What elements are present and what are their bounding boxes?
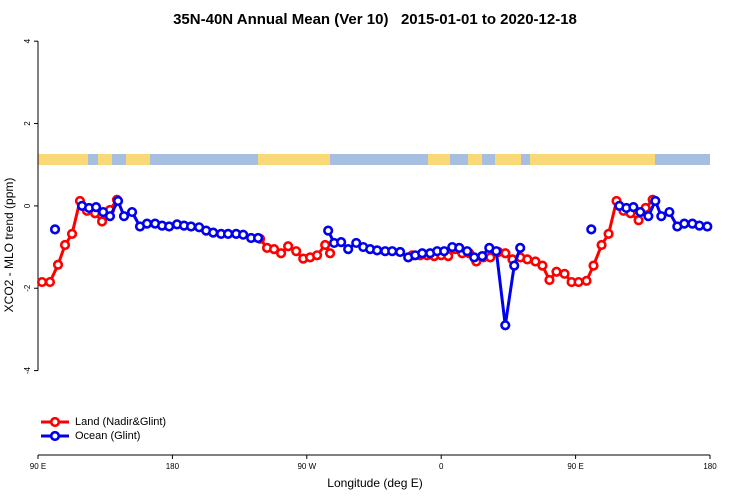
data-point — [126, 206, 138, 218]
data-point — [320, 239, 331, 251]
data-point — [49, 224, 61, 235]
data-point — [323, 225, 334, 236]
data-point — [628, 202, 639, 213]
data-point — [343, 244, 354, 255]
data-point — [588, 260, 599, 271]
data-point — [112, 195, 124, 207]
data-point — [336, 237, 347, 248]
x-tick-label: 90 W — [297, 462, 316, 471]
legend-label: Land (Nadir&Glint) — [75, 416, 166, 428]
data-point — [603, 228, 614, 239]
data-point — [283, 241, 294, 252]
data-point — [650, 195, 661, 207]
land-ocean-strip — [38, 154, 710, 165]
data-point — [324, 248, 336, 259]
data-point — [635, 206, 646, 218]
data-point — [664, 206, 675, 218]
data-point — [537, 260, 548, 271]
chart-title: 35N-40N Annual Mean (Ver 10) 2015-01-01 … — [173, 11, 577, 28]
data-point — [238, 229, 249, 240]
data-point — [387, 246, 398, 257]
data-point — [573, 276, 584, 288]
x-tick-label: 90 E — [30, 462, 46, 471]
data-point — [694, 220, 705, 231]
data-point — [118, 211, 130, 222]
legend: Land (Nadir&Glint) Ocean (Glint) — [41, 416, 166, 442]
x-tick-label: 180 — [166, 462, 180, 471]
data-point — [276, 248, 287, 259]
data-point — [208, 227, 219, 238]
data-point — [656, 211, 667, 222]
data-point — [36, 276, 48, 288]
data-point — [44, 276, 56, 288]
data-point — [559, 268, 570, 279]
data-point — [268, 244, 280, 255]
data-point — [223, 228, 234, 239]
data-point — [312, 250, 323, 261]
data-point — [581, 275, 592, 286]
data-point — [90, 202, 102, 213]
data-point — [59, 239, 71, 251]
data-point — [522, 254, 533, 265]
data-point — [509, 260, 520, 271]
data-point — [417, 248, 428, 259]
data-point — [530, 256, 541, 267]
data-point — [104, 211, 116, 222]
data-point — [544, 274, 555, 286]
legend-marker — [49, 430, 61, 442]
data-point — [462, 246, 473, 257]
data-point — [491, 246, 502, 257]
y-axis-label: XCO2 - MLO trend (ppm) — [2, 178, 16, 313]
legend-marker — [49, 416, 61, 428]
data-point — [596, 239, 607, 251]
data-point — [679, 218, 690, 229]
x-tick-label: 90 E — [567, 462, 583, 471]
data-point — [351, 237, 362, 249]
data-point — [291, 246, 302, 257]
data-point — [702, 221, 713, 232]
data-point — [372, 245, 383, 256]
data-point — [500, 320, 511, 331]
data-point — [52, 259, 64, 270]
data-point — [66, 228, 78, 239]
data-point — [395, 246, 406, 258]
y-tick-label: -2 — [23, 284, 32, 292]
data-point — [500, 248, 511, 259]
data-point — [643, 211, 654, 222]
data-point — [98, 206, 109, 218]
data-point — [477, 251, 488, 262]
data-point — [551, 266, 562, 277]
data-point — [469, 252, 480, 263]
data-point — [185, 221, 197, 232]
data-point — [515, 242, 526, 253]
y-tick-label: 0 — [23, 203, 32, 208]
legend-label: Ocean (Glint) — [75, 430, 140, 442]
data-point — [141, 218, 153, 229]
x-tick-label: 0 — [439, 462, 444, 471]
y-tick-label: -4 — [23, 366, 32, 374]
y-tick-label: 4 — [23, 38, 32, 43]
x-tick-label: 180 — [703, 462, 717, 471]
data-point — [253, 232, 264, 244]
data-point — [164, 221, 175, 232]
data-point — [96, 216, 108, 227]
data-point — [439, 246, 450, 257]
x-axis-label: Longitude (deg E) — [327, 476, 422, 490]
data-point — [586, 224, 597, 235]
data-point — [633, 215, 644, 226]
y-tick-label: 2 — [23, 121, 32, 126]
data-point — [454, 242, 465, 253]
